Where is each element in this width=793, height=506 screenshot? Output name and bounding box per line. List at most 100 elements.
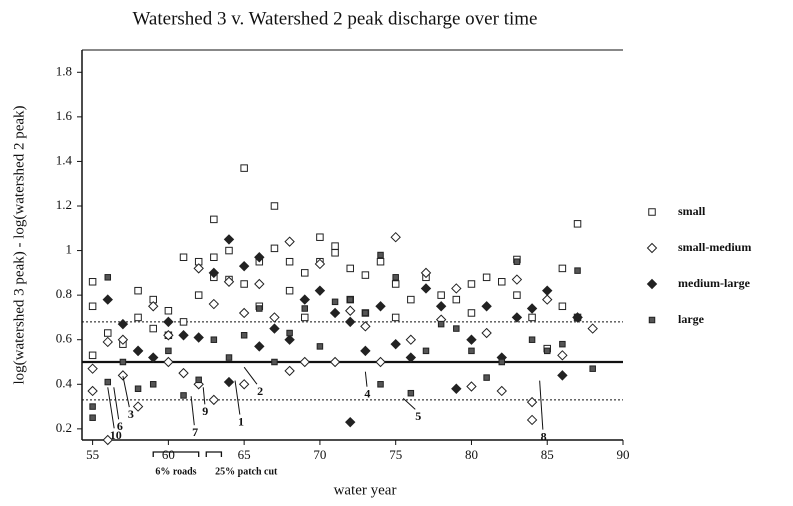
point — [316, 233, 324, 241]
point — [498, 278, 506, 286]
point — [284, 236, 295, 247]
annotation-label: 7 — [192, 425, 198, 439]
legend-label: large — [678, 312, 705, 326]
point — [271, 358, 278, 366]
point — [225, 354, 233, 361]
point — [453, 325, 460, 332]
point — [390, 231, 401, 243]
point — [526, 303, 538, 314]
point — [558, 264, 567, 273]
point — [163, 356, 174, 368]
point — [210, 253, 218, 262]
annotation-label: 4 — [364, 386, 370, 400]
point — [345, 416, 356, 428]
point — [284, 365, 295, 377]
point — [526, 414, 538, 426]
point — [329, 307, 341, 319]
point — [391, 313, 400, 322]
point — [362, 309, 369, 317]
legend-label: small — [678, 204, 706, 218]
point — [513, 258, 521, 265]
x-tick-label: 70 — [313, 447, 326, 462]
point — [587, 323, 598, 334]
point — [223, 234, 235, 245]
point — [346, 264, 354, 273]
x-axis-label: water year — [334, 482, 397, 498]
point — [254, 252, 265, 263]
point — [165, 347, 172, 355]
point — [285, 286, 294, 295]
point — [301, 313, 309, 322]
point — [316, 343, 324, 350]
annotation-label: 6 — [117, 419, 123, 433]
point — [407, 295, 415, 304]
point — [88, 351, 97, 360]
point — [528, 313, 536, 322]
point — [225, 246, 233, 255]
point — [89, 414, 96, 421]
point — [193, 263, 204, 274]
legend-marker — [646, 242, 658, 254]
y-tick-label: 0.2 — [56, 420, 72, 435]
point — [134, 385, 142, 392]
annotation-leader — [243, 366, 258, 385]
point — [102, 294, 113, 305]
point — [223, 276, 235, 287]
chart-title: Watershed 3 v. Watershed 2 peak discharg… — [133, 8, 538, 29]
annotation-label: 9 — [202, 404, 208, 418]
point — [375, 301, 386, 312]
point — [88, 302, 97, 311]
point — [391, 280, 400, 288]
point — [345, 305, 356, 316]
point — [178, 330, 189, 341]
point — [208, 298, 220, 310]
annotation-leader — [122, 376, 130, 408]
point — [420, 267, 432, 279]
point — [254, 278, 265, 290]
point — [375, 356, 386, 368]
point — [420, 283, 432, 294]
point — [299, 356, 310, 368]
annotation-leader — [190, 396, 195, 426]
point — [511, 274, 523, 285]
point — [87, 385, 98, 397]
point — [256, 305, 263, 312]
point — [117, 318, 129, 330]
point — [467, 309, 476, 317]
y-tick-label: 1 — [66, 242, 73, 257]
point — [573, 220, 582, 228]
point — [117, 334, 129, 345]
point — [132, 345, 144, 357]
point — [117, 370, 129, 381]
point — [435, 301, 447, 312]
x-tick-label: 90 — [617, 447, 630, 462]
point — [481, 327, 492, 339]
point — [149, 324, 157, 333]
point — [134, 313, 142, 322]
legend-marker — [648, 316, 656, 324]
point — [104, 329, 112, 337]
annotation-label: 1 — [238, 414, 244, 428]
point — [542, 285, 553, 296]
y-axis-label: log(watershed 3 peak) - log(watershed 2 … — [11, 105, 27, 384]
point — [88, 278, 97, 286]
point — [422, 347, 430, 355]
y-tick-label: 1.4 — [56, 152, 73, 167]
point — [104, 274, 112, 281]
point — [180, 392, 187, 399]
point — [195, 376, 202, 384]
x-tick-label: 75 — [389, 447, 402, 462]
point — [210, 336, 218, 343]
x-tick-label: 55 — [86, 447, 99, 462]
point — [528, 336, 536, 343]
point — [437, 291, 445, 299]
point — [240, 332, 248, 339]
point — [345, 316, 356, 328]
point — [498, 358, 506, 366]
point — [163, 330, 174, 341]
x-tick-label: 65 — [238, 447, 251, 462]
period-bracket — [205, 451, 223, 457]
point — [314, 258, 326, 270]
point — [178, 367, 189, 379]
point — [496, 385, 507, 397]
